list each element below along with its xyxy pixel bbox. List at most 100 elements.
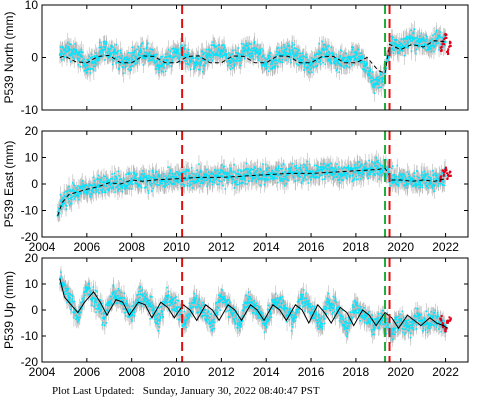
data-point [388,56,390,59]
data-points [56,156,447,217]
data-point [92,176,95,179]
data-point [351,46,353,49]
data-point [354,51,357,54]
data-point [161,62,163,65]
data-point [105,185,107,188]
data-point [151,48,154,51]
data-point [199,68,201,71]
data-point [281,58,283,61]
data-point [358,52,361,55]
data-point [98,186,101,188]
data-point [334,62,336,65]
data-point [204,174,207,176]
data-point [69,43,71,45]
data-point [59,46,62,49]
data-point [166,59,169,62]
data-point [227,60,230,62]
data-point [89,72,91,74]
data-point [107,57,109,59]
data-point [82,51,84,54]
data-point [117,170,120,173]
data-point [358,58,360,61]
data-point [285,47,288,50]
data-point [82,60,84,63]
data-point [87,59,89,61]
data-point [189,61,192,64]
data-point [428,48,431,50]
data-point [320,63,322,65]
data-point [189,68,192,71]
data-point [216,53,219,55]
data-point [421,38,424,41]
data-point [263,60,266,63]
data-point [169,54,171,57]
data-point [304,56,307,58]
data-point [104,59,106,61]
data-point [406,42,409,45]
data-point [137,52,140,55]
data-point [99,52,101,54]
data-point [157,175,159,178]
data-point [425,40,427,43]
data-point [88,60,90,62]
data-point [238,56,241,59]
data-point [104,46,107,48]
data-point [116,53,118,55]
data-point [140,186,143,189]
data-point [411,38,414,41]
data-point [96,177,99,180]
data-point [431,38,433,40]
data-point [70,202,73,204]
data-point [65,190,68,193]
data-point [226,60,229,63]
data-point [117,50,120,52]
data-point [432,42,435,44]
data-point [206,57,208,59]
data-point [332,54,335,57]
data-point [76,51,78,54]
data-point [202,67,205,70]
data-point [135,174,138,177]
recent-point [449,41,452,44]
data-point [362,68,364,70]
data-point [165,59,168,61]
data-point [299,58,302,60]
data-point [75,190,78,193]
data-point [93,183,96,185]
data-point [140,49,143,52]
data-point [275,53,278,56]
data-point [366,61,368,64]
data-point [423,43,426,45]
data-point [198,185,201,187]
data-point [129,61,131,64]
data-point [188,174,191,176]
data-point [137,53,140,56]
data-point [211,58,213,61]
data-point [319,58,321,61]
data-point [289,54,292,56]
data-point [317,50,320,52]
data-point [67,48,70,51]
data-point [183,53,186,55]
data-point [366,63,368,65]
data-point [256,51,259,54]
data-point [305,56,308,59]
data-point [137,185,140,188]
data-point [110,53,113,55]
data-point [179,174,181,177]
data-point [117,188,120,190]
data-point [425,49,427,51]
data-point [169,54,172,57]
data-point [347,56,350,59]
data-point [83,64,86,67]
data-point [422,36,425,39]
data-point [66,50,69,53]
data-point [362,60,364,63]
data-point [112,53,115,56]
data-point [228,52,230,54]
data-point [80,56,82,58]
data-point [340,65,343,68]
data-point [283,51,286,54]
data-point [121,190,123,193]
data-point [264,57,266,59]
